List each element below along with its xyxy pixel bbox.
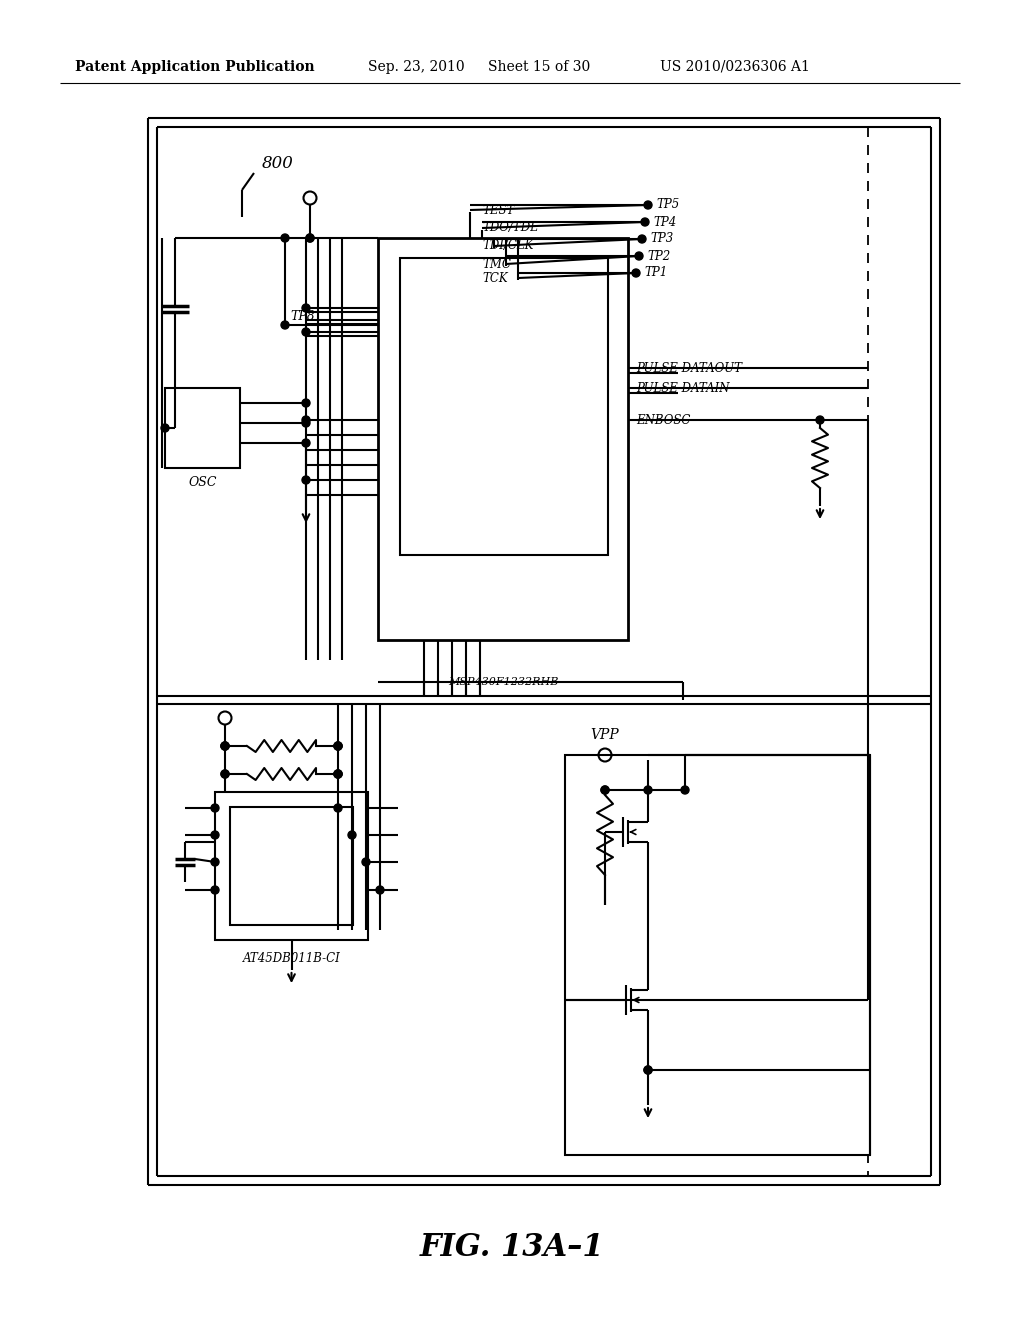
Circle shape [638, 235, 646, 243]
Circle shape [334, 742, 342, 750]
Bar [165, 388, 240, 469]
Circle shape [221, 770, 229, 777]
Bar [378, 238, 628, 640]
Circle shape [376, 886, 384, 894]
Text: PULSE DATAOUT: PULSE DATAOUT [636, 362, 742, 375]
Bar [400, 257, 608, 554]
Circle shape [211, 804, 219, 812]
Circle shape [302, 440, 310, 447]
Circle shape [348, 832, 356, 840]
Circle shape [334, 770, 342, 777]
Circle shape [644, 1067, 652, 1074]
Bar [565, 755, 870, 1155]
Circle shape [644, 201, 652, 209]
Text: TMC: TMC [482, 257, 511, 271]
Text: PULSE DATAIN: PULSE DATAIN [636, 381, 729, 395]
Text: TDI/CLK: TDI/CLK [482, 239, 534, 252]
Circle shape [302, 477, 310, 484]
Text: TCK: TCK [482, 272, 508, 285]
Circle shape [681, 785, 689, 795]
Text: US 2010/0236306 A1: US 2010/0236306 A1 [660, 59, 810, 74]
Circle shape [161, 424, 169, 432]
Circle shape [221, 742, 229, 750]
Circle shape [302, 327, 310, 337]
Circle shape [601, 785, 609, 795]
Circle shape [306, 234, 314, 242]
Circle shape [221, 742, 229, 750]
Bar [215, 792, 368, 940]
Circle shape [281, 321, 289, 329]
Circle shape [334, 804, 342, 812]
Text: AT45DB011B-CI: AT45DB011B-CI [243, 952, 340, 965]
Circle shape [281, 234, 289, 242]
Circle shape [632, 269, 640, 277]
Circle shape [221, 770, 229, 777]
Text: TP3: TP3 [650, 232, 673, 246]
Text: TP8: TP8 [290, 310, 314, 323]
Text: TEST: TEST [482, 203, 514, 216]
Text: 800: 800 [262, 154, 294, 172]
Text: FIG. 13A–1: FIG. 13A–1 [420, 1233, 604, 1263]
Circle shape [306, 234, 314, 242]
Circle shape [644, 785, 652, 795]
Circle shape [221, 742, 229, 750]
Text: TP4: TP4 [653, 215, 676, 228]
Text: MSP430F1232RHB: MSP430F1232RHB [449, 677, 558, 686]
Circle shape [302, 416, 310, 424]
Circle shape [334, 742, 342, 750]
Text: Patent Application Publication: Patent Application Publication [75, 59, 314, 74]
Text: VPP: VPP [591, 729, 620, 742]
Circle shape [601, 785, 609, 795]
Text: TDO/TDL: TDO/TDL [482, 222, 538, 235]
Circle shape [211, 858, 219, 866]
Circle shape [211, 832, 219, 840]
Text: TP2: TP2 [647, 249, 671, 263]
Circle shape [302, 304, 310, 312]
Circle shape [334, 742, 342, 750]
Text: ENBOSC: ENBOSC [636, 413, 690, 426]
Circle shape [362, 858, 370, 866]
Circle shape [302, 418, 310, 426]
Circle shape [816, 416, 824, 424]
Circle shape [211, 886, 219, 894]
Circle shape [334, 770, 342, 777]
Bar [230, 807, 353, 925]
Circle shape [641, 218, 649, 226]
Circle shape [334, 770, 342, 777]
Circle shape [635, 252, 643, 260]
Circle shape [302, 399, 310, 407]
Text: OSC: OSC [188, 475, 217, 488]
Text: TP5: TP5 [656, 198, 679, 211]
Text: Sheet 15 of 30: Sheet 15 of 30 [488, 59, 590, 74]
Text: TP1: TP1 [644, 267, 668, 280]
Circle shape [644, 1067, 652, 1074]
Text: Sep. 23, 2010: Sep. 23, 2010 [368, 59, 465, 74]
